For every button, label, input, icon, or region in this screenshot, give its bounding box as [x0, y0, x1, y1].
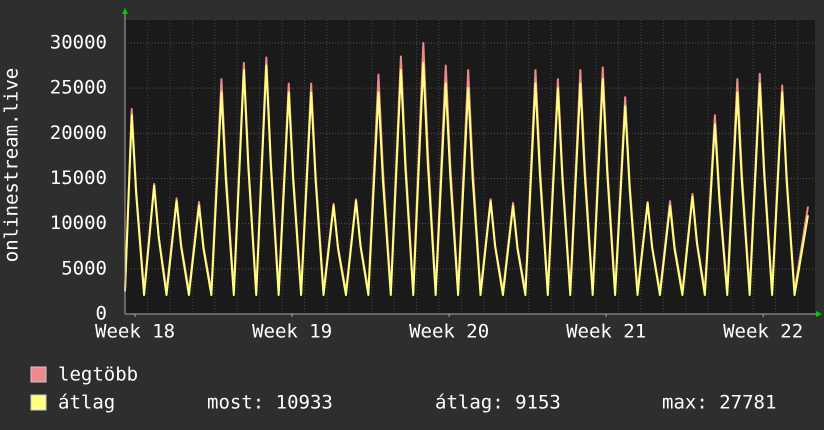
y-axis-label: onlinestream.live	[1, 68, 23, 262]
x-tick-label: Week 21	[566, 321, 646, 343]
legend-swatch	[30, 366, 47, 383]
series-line	[124, 62, 809, 297]
x-tick-label: Week 20	[409, 321, 489, 343]
legend-stat: max: 27781	[662, 392, 776, 414]
legend-swatch	[30, 394, 47, 411]
plot	[124, 20, 815, 315]
axis-arrow	[122, 8, 128, 14]
y-tick-label: 15000	[50, 167, 107, 189]
y-tick-label: 10000	[50, 212, 107, 234]
y-tick-label: 5000	[61, 257, 107, 279]
x-tick-label: Week 19	[252, 321, 332, 343]
x-tick-label: Week 18	[95, 321, 175, 343]
axis-arrow	[816, 311, 822, 317]
x-tick-label: Week 22	[723, 321, 803, 343]
y-tick-label: 30000	[50, 32, 107, 54]
y-tick-label: 0	[96, 303, 107, 325]
legend-label: legtöbb	[58, 364, 138, 386]
y-tick-label: 20000	[50, 122, 107, 144]
legend-stat: most: 10933	[207, 392, 333, 414]
legend-label: átlag	[58, 392, 115, 414]
y-tick-label: 25000	[50, 77, 107, 99]
legend-stat: átlag: 9153	[435, 392, 561, 414]
